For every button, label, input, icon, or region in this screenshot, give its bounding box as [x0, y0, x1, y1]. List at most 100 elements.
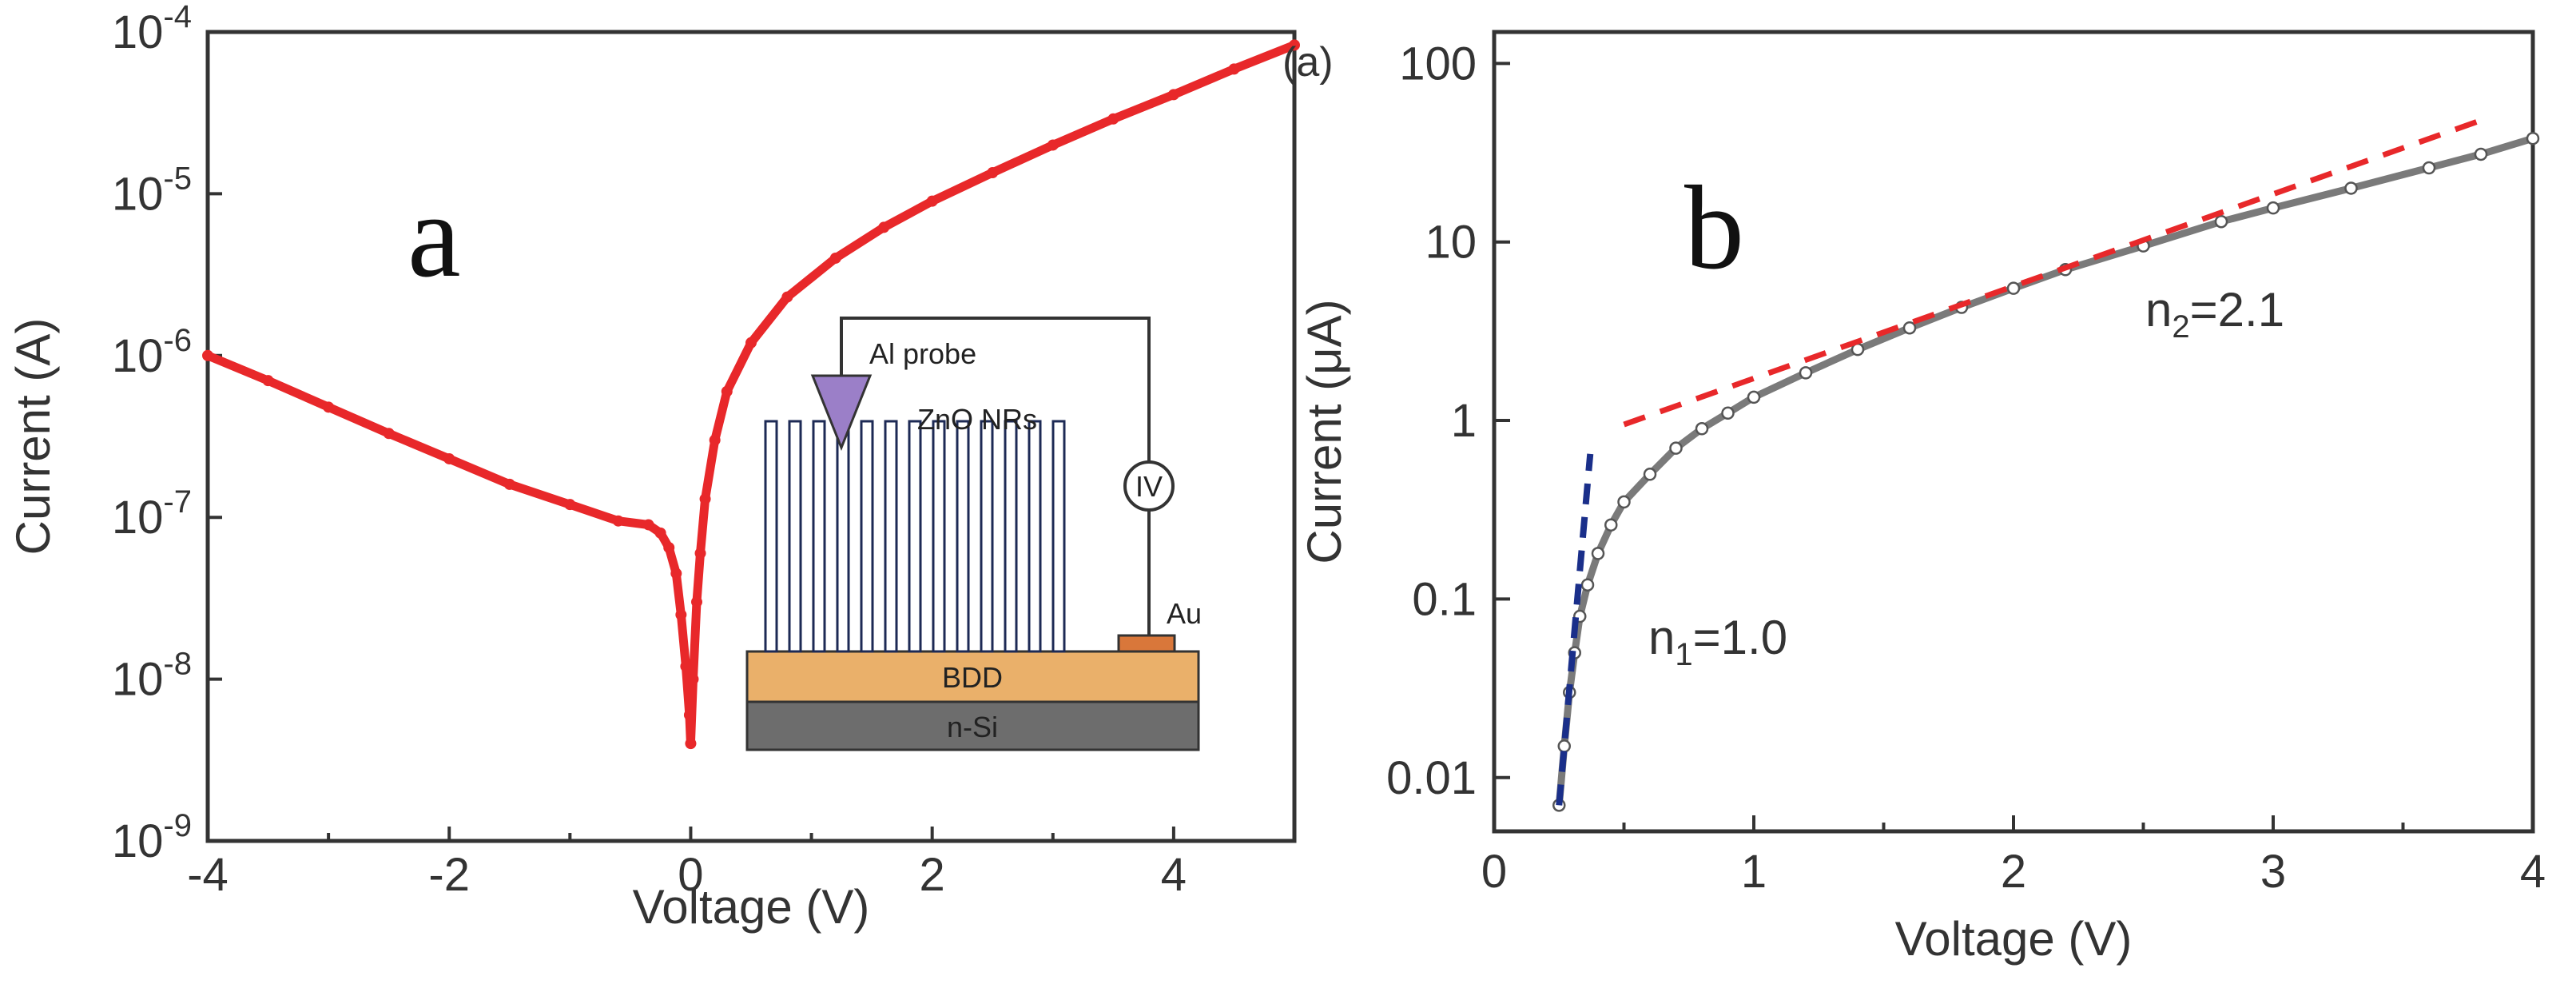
a-data-point	[503, 478, 515, 490]
inset-bdd-layer	[745, 650, 1200, 703]
a-data-point	[709, 434, 721, 446]
b-data-point	[2474, 147, 2488, 161]
annotation-n1: n1=1.0	[1648, 611, 1787, 672]
nanorod	[812, 420, 826, 653]
b-data-point	[1669, 441, 1683, 455]
b-xtick-label: 0	[1481, 846, 1507, 898]
nanorod	[956, 420, 970, 653]
a-data-point	[781, 291, 793, 303]
b-data-point	[2006, 281, 2021, 295]
a-data-point	[202, 349, 213, 361]
nanorod	[788, 420, 802, 653]
inset-au-label: Au	[1167, 597, 1202, 630]
a-data-point	[1228, 63, 1240, 75]
inset-probe-label: Al probe	[869, 337, 976, 370]
a-data-point	[987, 167, 999, 179]
a-ytick-label: 10-8	[112, 647, 192, 706]
b-ytick-label: 10	[1425, 217, 1477, 269]
b-xtick-label: 2	[2001, 846, 2026, 898]
b-data-point	[1604, 518, 1618, 532]
a-ytick-label: 10-7	[112, 484, 192, 544]
b-xtick-label: 4	[2520, 846, 2546, 898]
panel-a-plot-frame	[205, 30, 1297, 843]
a-ytick-label: 10-4	[112, 0, 192, 58]
a-ytick-label: 10-6	[112, 323, 192, 382]
a-data-point	[262, 375, 274, 387]
nanorod	[908, 420, 922, 653]
b-data-point	[1617, 495, 1631, 509]
b-data-point	[1557, 739, 1571, 753]
a-data-point	[687, 673, 699, 685]
panel-a-inset: IV Al probe ZnO NRs Au BDD n-Si	[745, 317, 1202, 751]
nanorod	[1028, 420, 1042, 653]
a-data-point	[323, 401, 335, 413]
nanorod	[884, 420, 898, 653]
a-xtick-label: -4	[187, 849, 229, 901]
b-xtick-label: 1	[1741, 846, 1767, 898]
b-ytick-label: 0.1	[1412, 573, 1477, 625]
a-data-point	[1289, 39, 1300, 51]
a-data-point	[691, 596, 702, 608]
a-xtick-label: 2	[920, 849, 945, 901]
b-data-point	[1580, 578, 1595, 592]
a-data-point	[680, 660, 692, 672]
a-data-point	[685, 738, 697, 750]
a-data-point	[745, 337, 757, 349]
panel-a-letter: a	[407, 169, 461, 302]
panel-b-letter: b	[1684, 161, 1744, 294]
a-data-point	[694, 548, 706, 560]
a-data-point	[1047, 139, 1059, 151]
a-data-point	[829, 252, 841, 264]
panel-a-xlabel: Voltage (V)	[633, 880, 870, 934]
panel-a-ylabel: Current (A)	[6, 318, 60, 556]
a-data-point	[670, 568, 682, 580]
nanorod	[764, 420, 778, 653]
a-data-point	[926, 195, 938, 207]
a-data-point	[878, 221, 890, 233]
panel-b-tag: (a)	[1282, 39, 1334, 86]
a-ytick-label: 10-5	[112, 161, 192, 220]
inset-nanorods-label: ZnO NRs	[917, 403, 1037, 436]
panel-a: -4 -2 0 2 4 10-9 10-8 10-7 10-6 10-5 10-4 Voltage…	[6, 0, 1300, 934]
b-ytick-label: 1	[1451, 395, 1477, 447]
inset-au-electrode	[1117, 634, 1176, 653]
nanorod	[1051, 420, 1066, 653]
a-data-point	[443, 452, 455, 464]
a-data-point	[383, 428, 395, 440]
inset-nsi-label: n-Si	[947, 711, 998, 743]
b-data-point	[1902, 321, 1917, 335]
nanorod	[836, 420, 850, 653]
b-data-point	[2422, 161, 2436, 175]
a-ytick-label: 10-9	[112, 808, 192, 867]
b-data-point	[1643, 468, 1657, 481]
a-data-point	[654, 527, 666, 539]
annotation-n2: n2=2.1	[2145, 283, 2284, 345]
nanorod	[932, 420, 946, 653]
a-data-point	[1167, 89, 1179, 101]
a-data-point	[721, 385, 733, 397]
inset-iv-label: IV	[1135, 470, 1163, 503]
nanorod	[1004, 420, 1018, 653]
panel-b-ylabel: Current (μA)	[1298, 299, 1351, 564]
a-data-point	[675, 609, 687, 621]
b-fit-n1-line	[1556, 453, 1594, 806]
a-data-point	[564, 499, 576, 511]
b-data-point	[1747, 390, 1761, 404]
a-xtick-label: 4	[1161, 849, 1187, 901]
b-data-point	[1695, 422, 1709, 436]
b-data-point	[2266, 201, 2280, 215]
b-ytick-label: 100	[1399, 38, 1477, 90]
b-ytick-label: 0.01	[1386, 752, 1477, 804]
a-data-point	[612, 515, 624, 527]
inset-iv-meter	[1123, 460, 1175, 512]
inset-probe-icon	[810, 374, 873, 452]
b-data-point	[2344, 181, 2358, 195]
a-data-point	[683, 709, 695, 721]
b-data-point	[1721, 406, 1735, 420]
a-data-point	[1107, 113, 1119, 125]
panel-b: 0 1 2 3 4 0.01 0.1 1 10 100 (a) Voltage (V) Curr…	[1282, 30, 2546, 966]
nanorod	[860, 420, 874, 653]
a-xtick-label: 0	[678, 849, 703, 901]
panel-b-plot-frame	[1492, 30, 2535, 834]
